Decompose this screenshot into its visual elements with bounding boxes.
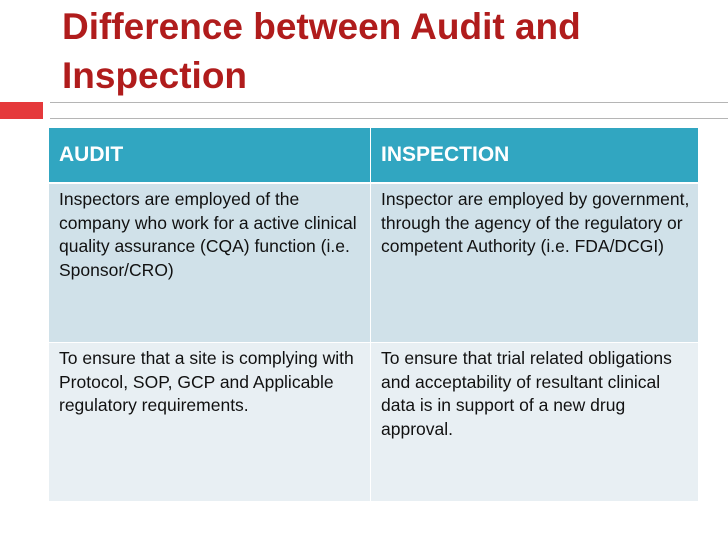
comparison-table: AUDIT INSPECTION Inspectors are employed…	[48, 127, 699, 502]
divider-line	[50, 102, 728, 119]
table-row: Inspectors are employed of the company w…	[48, 182, 699, 343]
slide-title: Difference between Audit and Inspection	[62, 6, 581, 96]
cell-text: Inspectors are employed of the company w…	[59, 189, 357, 280]
cell-text: To ensure that trial related obligations…	[381, 348, 672, 439]
cell-text: To ensure that a site is complying with …	[59, 348, 354, 415]
table-cell: Inspectors are employed of the company w…	[48, 182, 371, 343]
table-header-row: AUDIT INSPECTION	[48, 127, 699, 184]
header-inspection: INSPECTION	[370, 127, 699, 184]
table-cell: To ensure that trial related obligations…	[370, 342, 699, 502]
table-cell: To ensure that a site is complying with …	[48, 342, 371, 502]
accent-bar	[0, 102, 43, 119]
header-inspection-label: INSPECTION	[381, 143, 510, 167]
table-cell: Inspector are employed by government, th…	[370, 182, 699, 343]
header-audit: AUDIT	[48, 127, 371, 184]
cell-text: Inspector are employed by government, th…	[381, 189, 690, 256]
header-audit-label: AUDIT	[59, 143, 124, 167]
table-row: To ensure that a site is complying with …	[48, 342, 699, 502]
